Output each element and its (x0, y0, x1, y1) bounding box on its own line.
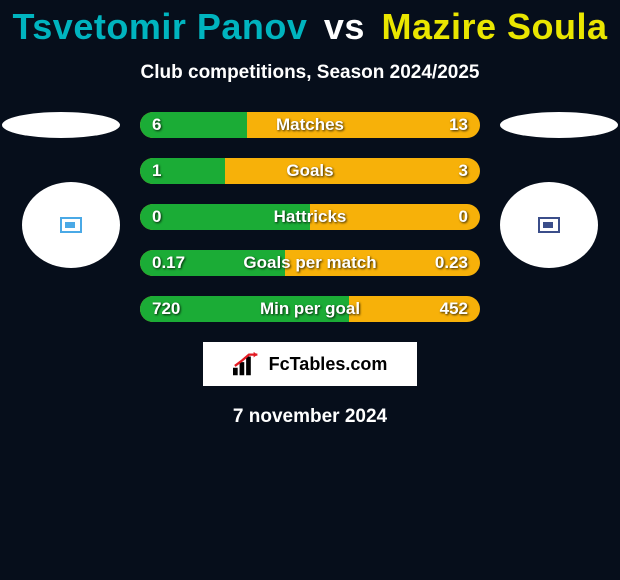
club-logo-right (500, 182, 598, 268)
stat-label: Hattricks (140, 204, 480, 230)
date-label: 7 november 2024 (0, 406, 620, 428)
zeppelin-left-icon (2, 112, 120, 138)
stat-label: Goals per match (140, 250, 480, 276)
subtitle: Club competitions, Season 2024/2025 (0, 62, 620, 84)
vs-label: vs (324, 6, 365, 47)
player1-name: Tsvetomir Panov (12, 6, 307, 47)
zeppelin-right-icon (500, 112, 618, 138)
stat-bar: 720Min per goal452 (140, 296, 480, 322)
stat-bar: 1Goals3 (140, 158, 480, 184)
infographic-root: Tsvetomir Panov vs Mazire Soula Club com… (0, 0, 620, 580)
stat-value-right: 13 (449, 112, 468, 138)
stat-label: Min per goal (140, 296, 480, 322)
stat-value-right: 3 (459, 158, 468, 184)
fctables-logo-icon (233, 352, 263, 376)
stat-bars: 6Matches13 1Goals3 0Hattricks0 0.17Goals pe… (140, 112, 480, 322)
brand-box: FcTables.com (203, 342, 417, 386)
club-logo-left-icon (60, 217, 82, 233)
stat-value-right: 0 (459, 204, 468, 230)
brand-text: FcTables.com (269, 354, 388, 375)
club-logo-right-icon (538, 217, 560, 233)
stat-bar: 6Matches13 (140, 112, 480, 138)
player2-name: Mazire Soula (381, 6, 607, 47)
page-title: Tsvetomir Panov vs Mazire Soula (0, 0, 620, 48)
stat-label: Matches (140, 112, 480, 138)
stat-value-right: 0.23 (435, 250, 468, 276)
stat-label: Goals (140, 158, 480, 184)
stat-bar: 0.17Goals per match0.23 (140, 250, 480, 276)
stat-bar: 0Hattricks0 (140, 204, 480, 230)
stat-value-right: 452 (440, 296, 468, 322)
main-area: 6Matches13 1Goals3 0Hattricks0 0.17Goals pe… (0, 112, 620, 428)
club-logo-left (22, 182, 120, 268)
